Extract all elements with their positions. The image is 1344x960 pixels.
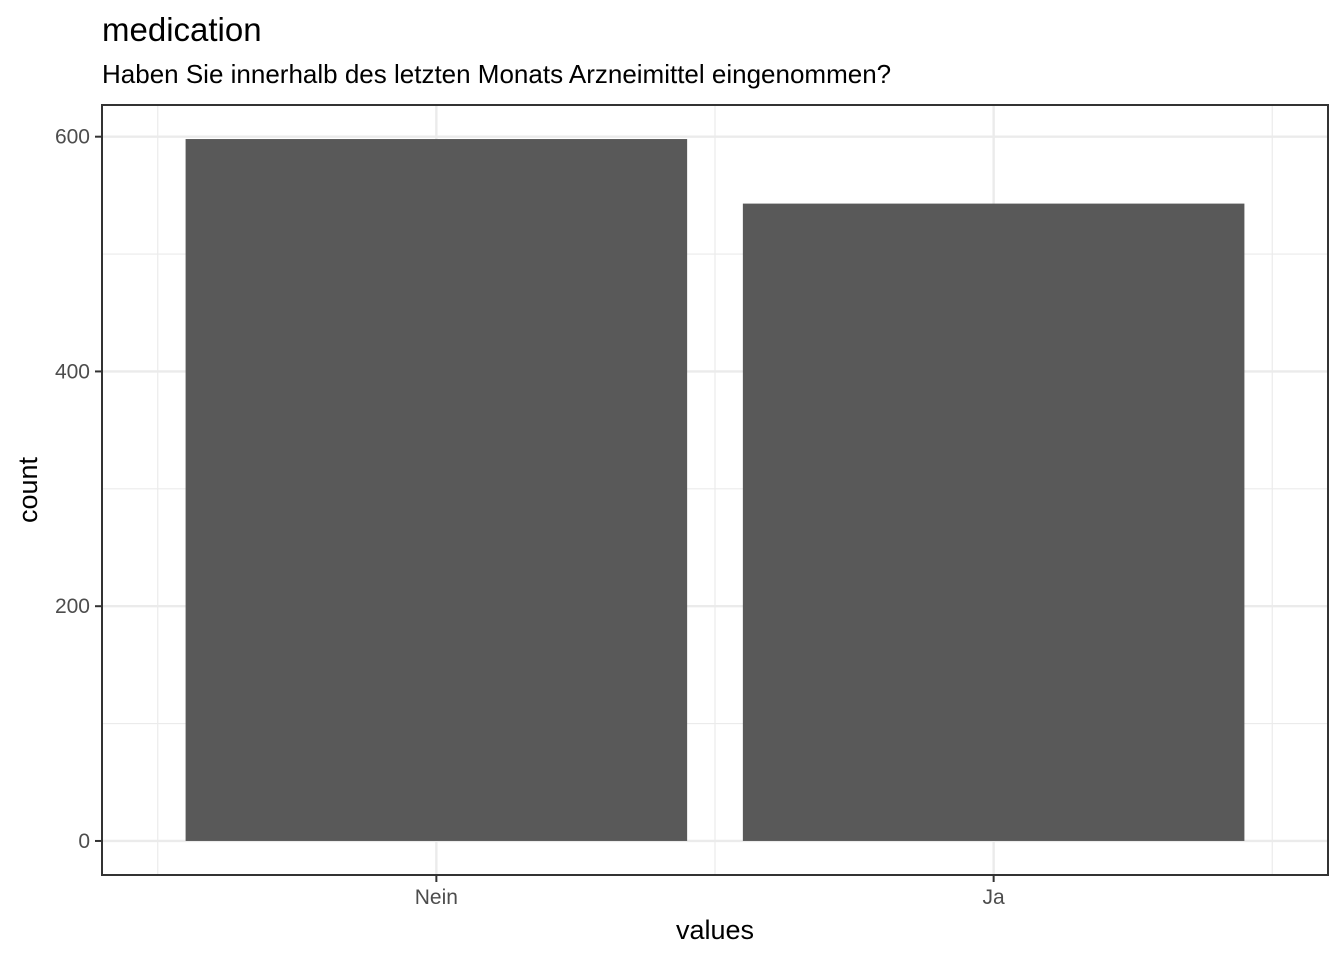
bar-ja [742, 203, 1245, 841]
panel-border [101, 104, 1329, 876]
x-axis: Nein Ja [415, 875, 1005, 909]
chart-title: medication [102, 11, 262, 48]
y-axis-title: count [13, 456, 43, 523]
y-tick-label: 0 [78, 830, 90, 853]
bar-nein [185, 139, 688, 841]
bars [185, 139, 1245, 841]
x-axis-title: values [676, 915, 754, 945]
x-tick-label: Ja [983, 886, 1006, 909]
chart-subtitle: Haben Sie innerhalb des letzten Monats A… [102, 59, 891, 89]
y-axis: 0 200 400 600 [55, 126, 102, 853]
y-tick-label: 200 [55, 595, 90, 618]
y-tick-label: 400 [55, 360, 90, 383]
y-tick-label: 600 [55, 126, 90, 149]
x-tick-label: Nein [415, 886, 458, 909]
